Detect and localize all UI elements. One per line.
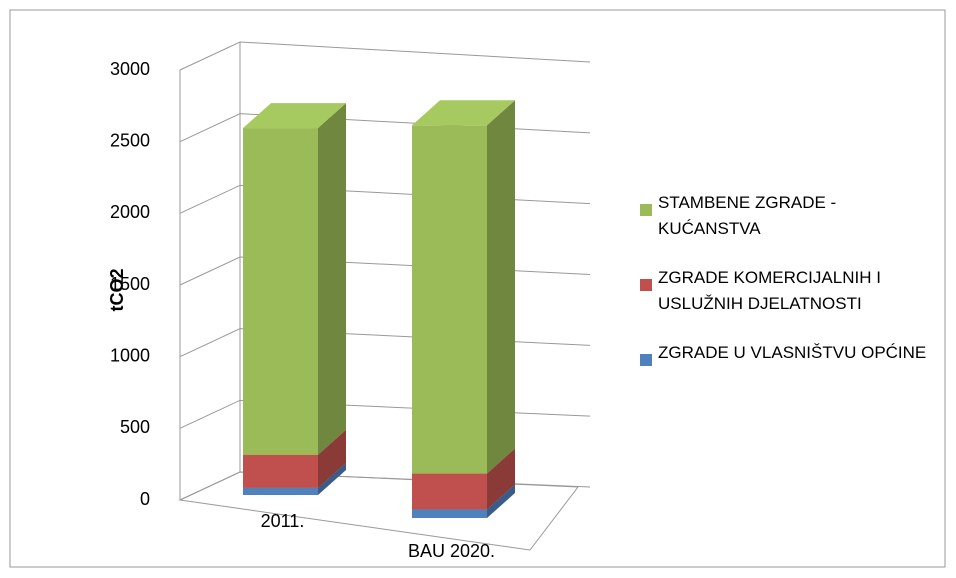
y-tick-label: 1000	[110, 345, 150, 365]
bar-side	[487, 448, 515, 510]
y-axis-label: tCO2	[107, 268, 127, 311]
x-tick-label: 2011.	[261, 511, 305, 531]
legend-label: ZGRADE KOMERCIJALNIH I USLUŽNIH DJELATNO…	[658, 268, 881, 313]
grid-line	[179, 256, 591, 286]
bar-front	[412, 473, 487, 510]
bar-top	[243, 103, 346, 129]
y-tick-label: 2500	[110, 130, 150, 150]
grid-line	[179, 113, 591, 143]
y-tick-label: 500	[120, 417, 150, 437]
bar-side	[487, 484, 515, 518]
y-tick-label: 1500	[110, 274, 150, 294]
bar-side	[318, 103, 346, 455]
grid-line	[179, 184, 591, 214]
legend-label: STAMBENE ZGRADE - KUĆANSTVA	[658, 193, 837, 238]
legend-swatch	[640, 279, 652, 291]
floor	[178, 471, 579, 551]
grid-line	[179, 328, 591, 358]
bar-front	[412, 509, 487, 518]
bar-side	[318, 462, 346, 495]
bar-front	[243, 128, 318, 455]
y-tick-label: 3000	[110, 59, 150, 79]
legend-swatch	[640, 204, 652, 216]
legend-label: ZGRADE U VLASNIŠTVU OPĆINE	[658, 343, 927, 362]
bar-top	[412, 100, 515, 126]
bar-front	[243, 487, 318, 495]
chart-border	[9, 9, 946, 568]
bar-front	[243, 454, 318, 488]
grid-line	[179, 399, 591, 429]
bar-side	[318, 429, 346, 488]
x-tick-label: BAU 2020.	[408, 541, 495, 561]
grid-line	[179, 471, 591, 501]
bar-front	[412, 125, 487, 474]
legend-swatch	[640, 354, 652, 366]
y-tick-label: 0	[140, 489, 150, 509]
bar-side	[487, 100, 515, 474]
grid-line	[179, 41, 591, 71]
y-tick-label: 2000	[110, 202, 150, 222]
